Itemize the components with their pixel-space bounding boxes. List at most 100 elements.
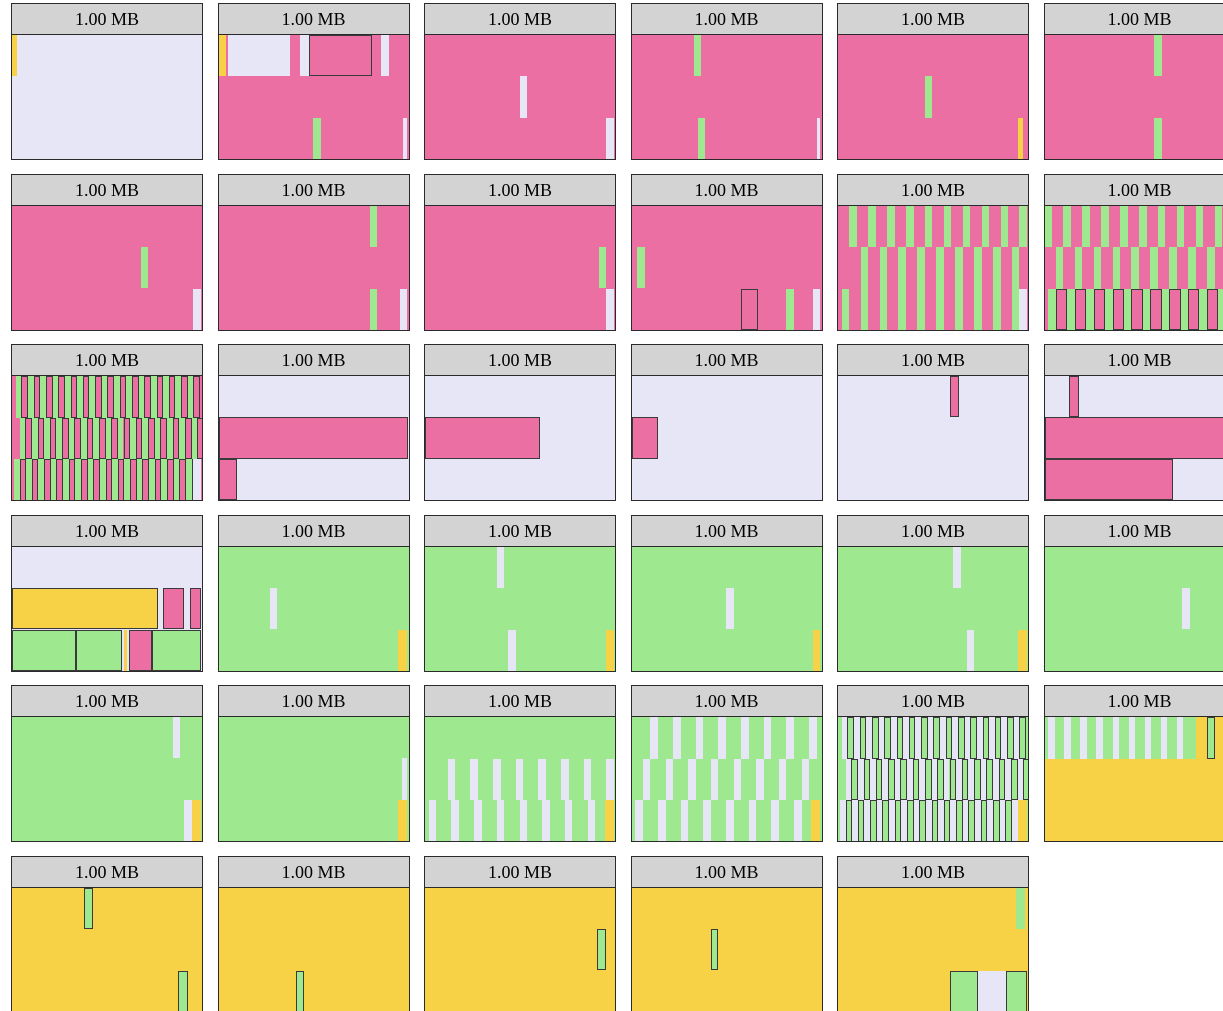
block-pink [193, 376, 201, 418]
block-free [741, 717, 749, 759]
block-green [1023, 758, 1028, 800]
block-green [970, 717, 977, 759]
block-pink [172, 417, 180, 459]
block-free [726, 800, 734, 841]
block-green [868, 205, 876, 247]
block-free [733, 758, 742, 800]
block-free [943, 758, 950, 800]
tile-allocation-map [218, 205, 409, 330]
tile-size-label: 1.00 MB [1044, 515, 1223, 547]
block-free [401, 758, 408, 800]
block-pink [44, 459, 51, 500]
block-pink [1044, 459, 1174, 500]
block-green [64, 376, 71, 418]
tile-size-label: 1.00 MB [425, 4, 615, 35]
block-green [884, 717, 891, 759]
block-green [875, 758, 883, 800]
tile-size-label: 1.00 MB [425, 515, 615, 547]
block-green [89, 376, 96, 418]
block-pink [19, 459, 27, 500]
block-free [976, 717, 983, 759]
block-green [961, 758, 969, 800]
block-free [688, 758, 696, 800]
block-green [931, 800, 939, 841]
block-free [183, 800, 192, 841]
tile-allocation-map [1044, 546, 1223, 671]
block-pink [949, 376, 959, 418]
block-green [369, 288, 378, 330]
block-green [992, 288, 1001, 330]
memory-block-tile: 1.00 MB [11, 173, 203, 331]
block-green [849, 205, 857, 247]
block-free [901, 800, 907, 841]
block-free [987, 800, 993, 841]
block-green [1112, 247, 1121, 289]
block-pink [31, 459, 39, 500]
block-free [606, 758, 614, 800]
block-green [956, 800, 963, 841]
block-free [642, 758, 651, 800]
block-free [1019, 288, 1027, 330]
block-green [1015, 887, 1026, 929]
block-green [879, 288, 888, 330]
block-green [841, 288, 850, 330]
block-free [710, 758, 719, 800]
block-pink [1188, 288, 1200, 330]
tile-size-label: 1.00 MB [631, 686, 822, 717]
block-pink [184, 417, 192, 459]
block-free [650, 717, 658, 759]
block-green [1154, 118, 1162, 159]
block-pink [1093, 288, 1105, 330]
block-yellow [398, 800, 408, 841]
memory-block-tile: 1.00 MB [1043, 685, 1223, 842]
block-free [801, 758, 810, 800]
block-free [193, 459, 201, 500]
block-free [966, 629, 975, 671]
block-free [561, 758, 569, 800]
block-pink [46, 376, 53, 418]
block-green [114, 376, 120, 418]
memory-block-tile: 1.00 MB [837, 685, 1029, 842]
block-green [19, 417, 26, 459]
block-free [402, 118, 408, 159]
block-pink [631, 417, 658, 459]
block-free [703, 800, 711, 841]
tile-size-label: 1.00 MB [631, 4, 822, 35]
block-green [1011, 247, 1020, 289]
block-green [992, 800, 1000, 841]
tile-allocation-map [218, 546, 409, 671]
block-green [1048, 288, 1056, 330]
memory-block-tile: 1.00 MB [217, 855, 410, 1011]
block-green [859, 717, 867, 759]
block-free [508, 629, 516, 671]
block-pink [58, 376, 65, 418]
block-free [583, 758, 592, 800]
block-pink [107, 376, 115, 418]
block-pink [309, 35, 372, 77]
block-green [101, 376, 108, 418]
block-green [126, 376, 132, 418]
tile-allocation-map [425, 717, 615, 841]
block-free [172, 717, 181, 759]
block-pink [129, 629, 152, 671]
block-green [1120, 205, 1128, 247]
block-free [786, 717, 795, 759]
block-green [140, 246, 149, 289]
block-free [606, 118, 614, 159]
block-pink [80, 459, 88, 500]
block-free [870, 758, 876, 800]
memory-block-tile: 1.00 MB [217, 514, 410, 672]
tile-size-label: 1.00 MB [631, 856, 822, 888]
memory-block-tile: 1.00 MB [11, 685, 203, 842]
block-green [26, 459, 32, 500]
block-yellow [191, 800, 201, 841]
block-free [763, 717, 772, 759]
block-free [1011, 800, 1018, 841]
block-free [665, 758, 674, 800]
tile-size-label: 1.00 MB [218, 686, 409, 717]
block-free [1001, 717, 1008, 759]
memory-block-tile: 1.00 MB [424, 3, 616, 160]
block-free [635, 800, 643, 841]
block-pink [218, 459, 238, 500]
tile-size-label: 1.00 MB [1044, 174, 1223, 206]
